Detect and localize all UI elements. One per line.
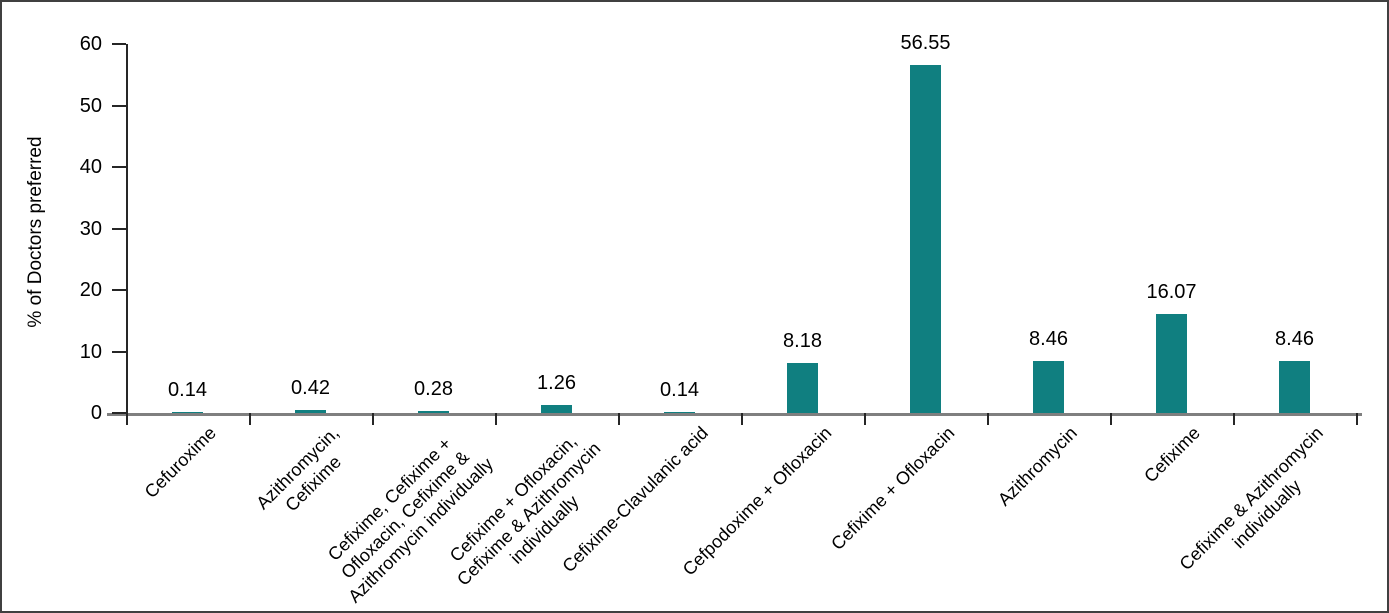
bar xyxy=(910,65,941,413)
x-tick xyxy=(1110,413,1112,425)
bar xyxy=(541,405,572,413)
bar-value-label: 0.14 xyxy=(660,379,699,401)
y-tick xyxy=(112,350,126,353)
bar-value-label: 0.14 xyxy=(168,379,207,401)
x-tick xyxy=(618,413,620,425)
bar xyxy=(664,412,695,413)
bar-value-label: 1.26 xyxy=(537,372,576,394)
bar xyxy=(787,363,818,413)
category-label: Azithromycin, Cefixime xyxy=(252,422,346,516)
category-label: Cefixime & Azithromycin individually xyxy=(1175,422,1328,575)
y-tick-label: 0 xyxy=(90,402,102,424)
x-tick xyxy=(372,413,374,425)
x-tick xyxy=(1233,413,1235,425)
bar-value-label: 16.07 xyxy=(1146,281,1197,303)
x-tick xyxy=(1356,413,1358,425)
y-tick-label: 10 xyxy=(79,340,102,363)
bar-value-label: 0.42 xyxy=(291,377,330,399)
bar-value-label: 0.28 xyxy=(414,378,453,400)
bar xyxy=(418,411,449,413)
category-label: Cefixime + Ofloxacin xyxy=(827,422,959,554)
y-tick xyxy=(112,227,126,230)
x-tick xyxy=(864,413,866,425)
y-tick xyxy=(112,104,126,107)
x-axis-line xyxy=(107,413,1362,416)
bar xyxy=(1033,361,1064,413)
bar-value-label: 8.46 xyxy=(1275,328,1314,350)
bar xyxy=(295,410,326,413)
bar-value-label: 8.46 xyxy=(1029,328,1068,350)
y-tick-label: 60 xyxy=(79,33,102,55)
y-tick-label: 40 xyxy=(79,156,102,178)
category-label: Cefixime xyxy=(1140,422,1205,487)
bar-value-label: 8.18 xyxy=(783,330,822,352)
y-tick xyxy=(112,166,126,168)
y-tick-label: 50 xyxy=(79,94,102,117)
category-label: Cefuroxime xyxy=(141,422,221,502)
x-tick xyxy=(249,413,251,425)
bar xyxy=(1279,361,1310,413)
y-tick-label: 30 xyxy=(79,217,102,240)
bar-value-label: 56.55 xyxy=(900,32,951,54)
category-label: Azithromycin xyxy=(994,422,1082,510)
y-axis-line xyxy=(126,44,128,425)
y-tick xyxy=(112,43,126,45)
bar xyxy=(1156,314,1187,413)
x-tick xyxy=(741,413,743,425)
y-tick-label: 20 xyxy=(79,279,102,301)
x-tick xyxy=(126,413,128,425)
bar xyxy=(172,412,203,413)
y-tick xyxy=(112,412,126,414)
x-tick xyxy=(495,413,497,425)
y-tick xyxy=(112,289,126,291)
x-tick xyxy=(987,413,989,425)
